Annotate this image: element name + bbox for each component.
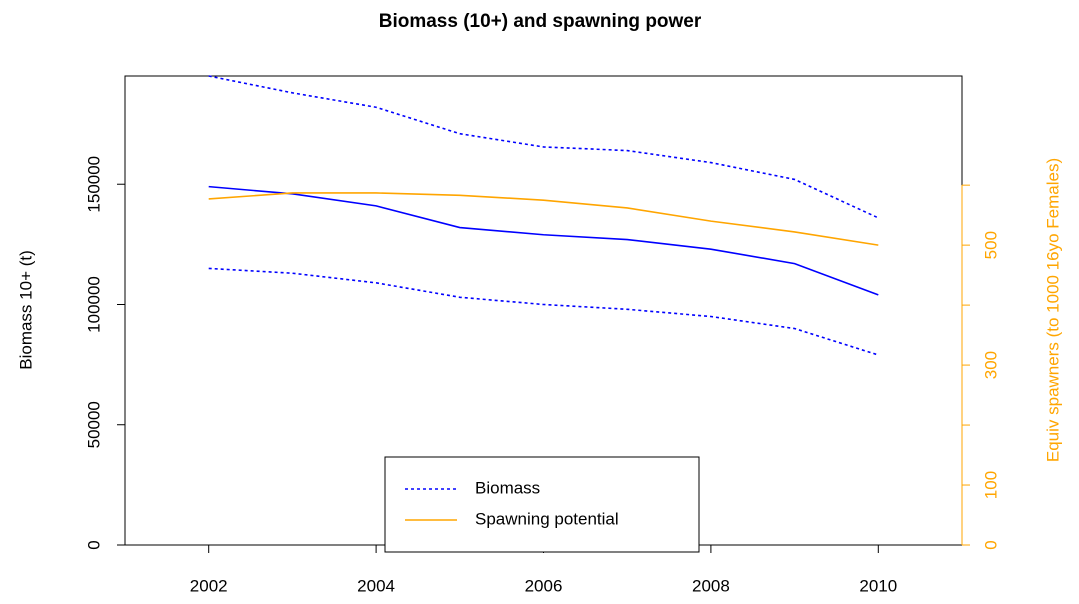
- series-line: [208, 192, 879, 246]
- y2-tick-label: 300: [981, 351, 1000, 379]
- legend-box: [384, 456, 700, 553]
- y2-axis-label: Equiv spawners (to 1000 16yo Females): [1043, 158, 1062, 462]
- y-axis-label: Biomass 10+ (t): [16, 250, 35, 370]
- legend-label: Spawning potential: [475, 509, 619, 528]
- series-line: [208, 75, 879, 219]
- series-line: [208, 185, 879, 296]
- x-tick-label: 2010: [859, 576, 897, 595]
- y2-tick-label: 500: [981, 231, 1000, 259]
- series-line: [208, 267, 879, 356]
- y2-tick-label: 100: [981, 471, 1000, 499]
- y-tick-label: 150000: [84, 156, 103, 213]
- y-tick-label: 100000: [84, 276, 103, 333]
- y-tick-label: 50000: [84, 401, 103, 448]
- x-tick-label: 2002: [190, 576, 228, 595]
- x-tick-label: 2004: [357, 576, 395, 595]
- legend-label: Biomass: [475, 478, 540, 497]
- chart-title: Biomass (10+) and spawning power: [379, 11, 702, 32]
- y-tick-label: 0: [84, 540, 103, 549]
- x-tick-label: 2006: [525, 576, 563, 595]
- y2-tick-label: 0: [981, 540, 1000, 549]
- x-tick-label: 2008: [692, 576, 730, 595]
